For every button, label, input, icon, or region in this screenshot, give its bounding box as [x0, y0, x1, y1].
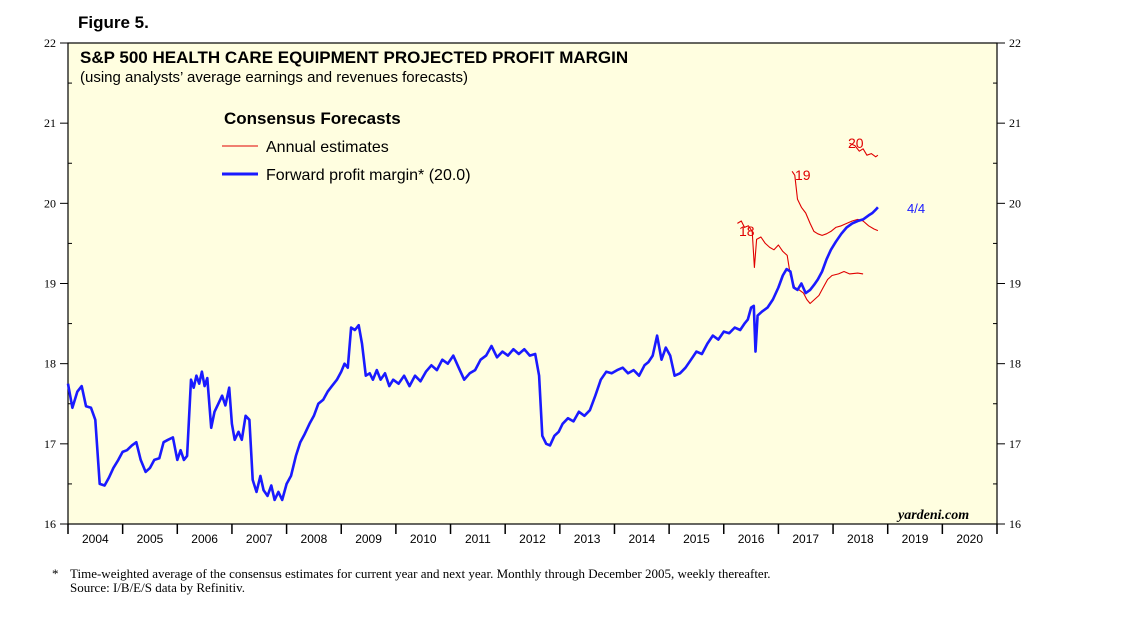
x-tick-label: 2017 — [792, 532, 819, 546]
y-tick-label-left: 21 — [44, 116, 56, 130]
legend-title: Consensus Forecasts — [224, 109, 401, 128]
footnote-marker: * — [52, 566, 59, 581]
y-tick-label-right: 22 — [1009, 36, 1021, 50]
annotation-18: 18 — [739, 223, 755, 239]
y-tick-label-left: 16 — [44, 517, 56, 531]
x-tick-label: 2007 — [246, 532, 273, 546]
x-tick-label: 2010 — [410, 532, 437, 546]
y-tick-label-right: 19 — [1009, 277, 1021, 291]
y-axis-right: 16 17 18 19 20 21 22 — [993, 36, 1021, 531]
y-tick-label-left: 17 — [44, 437, 56, 451]
plot-area — [67, 42, 998, 525]
x-tick-label: 2004 — [82, 532, 109, 546]
x-tick-label: 2009 — [355, 532, 382, 546]
x-tick-label: 2012 — [519, 532, 546, 546]
y-tick-label-right: 21 — [1009, 116, 1021, 130]
y-tick-label-left: 19 — [44, 277, 56, 291]
y-tick-label-left: 22 — [44, 36, 56, 50]
series-line-2020-annual-estimate — [849, 142, 879, 158]
y-tick-label-left: 18 — [44, 357, 56, 371]
annotation-last-date: 4/4 — [907, 201, 925, 216]
series-layer — [66, 142, 879, 502]
legend-entry-forward: Forward profit margin* (20.0) — [266, 167, 471, 184]
x-tick-label: 2013 — [574, 532, 601, 546]
x-tick-label: 2005 — [137, 532, 164, 546]
legend-entry-annual: Annual estimates — [266, 139, 389, 156]
footnote-line-2: Source: I/B/E/S data by Refinitiv. — [70, 580, 245, 595]
chart-subtitle: (using analysts’ average earnings and re… — [80, 69, 468, 86]
annotation-20: 20 — [848, 135, 864, 151]
x-tick-label: 2014 — [628, 532, 655, 546]
x-tick-label: 2019 — [902, 532, 929, 546]
brand-watermark: yardeni.com — [896, 508, 969, 523]
figure-label: Figure 5. — [78, 13, 149, 32]
x-tick-label: 2015 — [683, 532, 710, 546]
y-axis-left: 16 17 18 19 20 21 22 — [44, 36, 72, 531]
x-axis: 2004 2005 2006 2007 2008 2009 2010 2011 2012 2013… — [67, 524, 998, 546]
y-tick-label-right: 20 — [1009, 196, 1021, 210]
series-line-forward-profit-margin — [66, 206, 879, 502]
annotation-19: 19 — [795, 167, 811, 183]
x-tick-label: 2018 — [847, 532, 874, 546]
legend: Consensus Forecasts Annual estimates For… — [222, 109, 471, 184]
x-tick-label: 2016 — [738, 532, 765, 546]
y-tick-label-right: 17 — [1009, 437, 1021, 451]
footnote-line-1: Time-weighted average of the consensus e… — [70, 566, 771, 581]
x-tick-label: 2020 — [956, 532, 983, 546]
x-tick-label: 2011 — [465, 532, 491, 546]
chart-title: S&P 500 HEALTH CARE EQUIPMENT PROJECTED … — [80, 48, 628, 67]
y-tick-label-right: 16 — [1009, 517, 1021, 531]
x-tick-label: 2006 — [191, 532, 218, 546]
y-tick-label-left: 20 — [44, 196, 56, 210]
y-tick-label-right: 18 — [1009, 357, 1021, 371]
x-tick-label: 2008 — [301, 532, 328, 546]
